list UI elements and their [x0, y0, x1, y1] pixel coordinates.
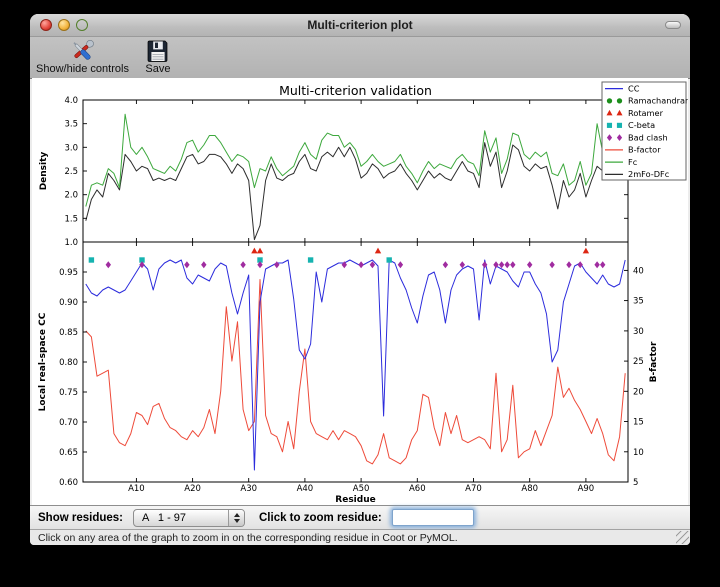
svg-text:0.90: 0.90 — [59, 298, 78, 308]
status-bar: Click on any area of the graph to zoom i… — [30, 530, 690, 545]
minimize-button[interactable] — [58, 19, 70, 31]
svg-text:Ramachandran: Ramachandran — [628, 96, 688, 106]
save-icon — [145, 39, 171, 63]
svg-text:15: 15 — [633, 418, 644, 428]
svg-text:10: 10 — [633, 448, 644, 458]
residue-range-select[interactable]: A 1 - 97 — [133, 508, 245, 527]
show-residues-label: Show residues: — [38, 511, 123, 524]
residue-range-value: A 1 - 97 — [142, 511, 187, 524]
save-button[interactable]: Save — [145, 37, 171, 75]
controls-bar: Show residues: A 1 - 97 Click to zoom re… — [30, 505, 690, 530]
zoom-button[interactable] — [76, 19, 88, 31]
svg-text:A90: A90 — [578, 484, 595, 494]
status-text: Click on any area of the graph to zoom i… — [38, 531, 458, 544]
markers-Rotamer — [251, 247, 590, 254]
series-B-factor — [85, 279, 626, 465]
legend: CC Ramachandran Rotamer C-beta Bad clash B-fa… — [601, 81, 688, 181]
chart-title: Multi-criterion validation — [279, 83, 432, 98]
svg-text:1.0: 1.0 — [64, 238, 78, 248]
svg-text:2.0: 2.0 — [64, 191, 78, 201]
multi-criterion-plot[interactable]: A10 A20 A30 A40 A50 A60 A70 A80 A90 1.0 1.5 2.0 2.5 3… — [32, 78, 688, 505]
series-Fc — [85, 113, 626, 207]
cc-axis-label: Local real-space CC — [38, 312, 48, 411]
svg-text:0.65: 0.65 — [59, 448, 78, 458]
svg-text:2mFo-DFc: 2mFo-DFc — [628, 169, 669, 179]
tools-icon — [69, 39, 95, 63]
svg-text:A80: A80 — [521, 484, 538, 494]
toolbar-toggle-capsule[interactable] — [665, 21, 681, 29]
svg-text:B-factor: B-factor — [628, 145, 661, 155]
svg-text:25: 25 — [633, 357, 644, 367]
residue-axis-label: Residue — [335, 495, 375, 505]
bfactor-axis-label: B-factor — [649, 341, 659, 382]
svg-text:A50: A50 — [353, 484, 370, 494]
stepper-icon[interactable] — [228, 509, 244, 526]
svg-text:0.85: 0.85 — [59, 328, 78, 338]
svg-text:2.5: 2.5 — [64, 167, 78, 177]
svg-text:30: 30 — [633, 327, 644, 337]
toolbar: Show/hide controls Save — [30, 37, 690, 79]
svg-text:Bad clash: Bad clash — [628, 132, 668, 142]
save-label: Save — [145, 63, 171, 75]
close-button[interactable] — [40, 19, 52, 31]
svg-text:0.95: 0.95 — [59, 268, 78, 278]
svg-text:A60: A60 — [409, 484, 426, 494]
svg-text:CC: CC — [628, 83, 640, 93]
title-bar[interactable]: Multi-criterion plot — [30, 14, 690, 37]
series-2mFo-DFc — [85, 137, 626, 241]
markers-Bad-clash — [105, 261, 606, 269]
svg-text:Rotamer: Rotamer — [628, 108, 664, 118]
svg-text:Fc: Fc — [628, 157, 637, 167]
svg-text:0.60: 0.60 — [59, 478, 78, 488]
show-hide-controls-label: Show/hide controls — [36, 63, 129, 75]
plot-canvas[interactable]: A10 A20 A30 A40 A50 A60 A70 A80 A90 1.0 1.5 2.0 2.5 3… — [32, 78, 688, 505]
svg-text:0.80: 0.80 — [59, 358, 78, 368]
density-axis-label: Density — [39, 152, 49, 191]
svg-text:A10: A10 — [128, 484, 145, 494]
markers-C-beta — [88, 257, 392, 263]
svg-text:A20: A20 — [184, 484, 201, 494]
show-hide-controls-button[interactable]: Show/hide controls — [36, 37, 129, 75]
traffic-lights — [40, 19, 88, 31]
plot-window: Multi-criterion plot Show/hide contr — [30, 14, 690, 545]
svg-text:1.5: 1.5 — [64, 214, 78, 224]
svg-text:A30: A30 — [240, 484, 257, 494]
zoom-residue-input[interactable] — [391, 509, 474, 526]
resize-grip-icon[interactable] — [676, 531, 689, 544]
svg-text:4.0: 4.0 — [64, 96, 78, 106]
svg-text:0.70: 0.70 — [59, 418, 78, 428]
svg-text:A70: A70 — [465, 484, 482, 494]
svg-text:35: 35 — [633, 297, 644, 307]
window-title: Multi-criterion plot — [307, 18, 413, 32]
svg-text:20: 20 — [633, 387, 644, 397]
svg-text:3.5: 3.5 — [64, 120, 78, 130]
svg-text:A40: A40 — [297, 484, 314, 494]
svg-text:40: 40 — [633, 266, 644, 276]
svg-text:C-beta: C-beta — [628, 120, 655, 130]
svg-text:3.0: 3.0 — [64, 143, 78, 153]
zoom-residue-label: Click to zoom residue: — [259, 511, 382, 524]
series-CC — [85, 259, 626, 471]
svg-text:5: 5 — [633, 478, 638, 488]
svg-text:0.75: 0.75 — [59, 388, 78, 398]
